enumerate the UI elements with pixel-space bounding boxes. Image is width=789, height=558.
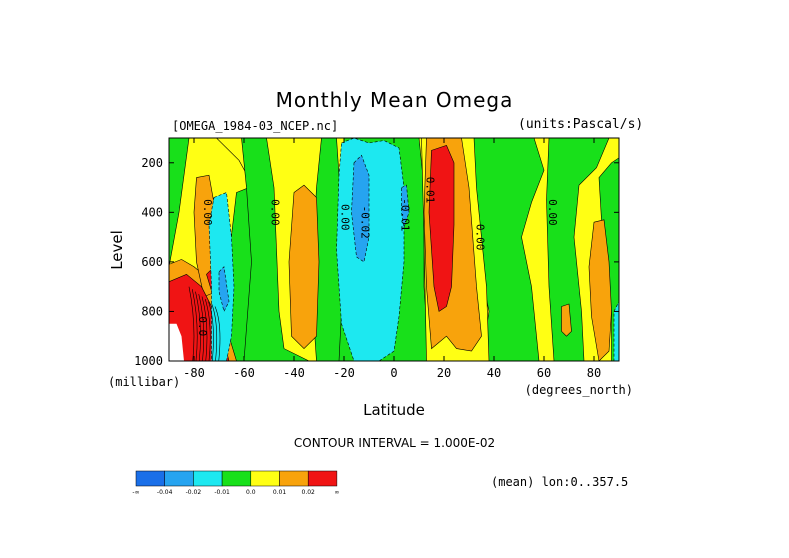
x-tick-label: 60 — [537, 366, 551, 380]
contour-value-label: 0.00 — [201, 199, 214, 226]
contour-region-orange — [588, 219, 612, 361]
contour-value-label: 0.00 — [339, 204, 352, 231]
color-legend: -∞ -0.04 -0.02 -0.01 0.0 0.01 0.02 ∞ — [132, 470, 339, 496]
y-tick-label: 200 — [141, 156, 163, 170]
x-tick-label: -20 — [333, 366, 355, 380]
x-axis: -80 -60 -40 -20 0 20 40 60 80 — [183, 138, 601, 380]
contour-line — [208, 301, 214, 361]
contour-value-label: 0.01 — [424, 177, 437, 204]
contour-labels: 0.00 0.00 0.00 -0.02 -0.01 0.01 0.00 0.00 0.0 — [196, 177, 559, 336]
legend-label: 0.01 — [273, 489, 287, 496]
x-tick-label: 20 — [437, 366, 451, 380]
legend-swatch-cyan — [193, 470, 223, 487]
contour-region-orange — [288, 184, 320, 350]
chart-title: Monthly Mean Omega — [275, 88, 514, 112]
legend-swatch-red — [307, 470, 338, 487]
legend-label: 0.0 — [246, 489, 256, 496]
legend-label: -0.04 — [157, 489, 173, 496]
contour-region-red — [428, 145, 455, 312]
contour-region-green — [169, 138, 190, 267]
contour-line — [188, 286, 195, 361]
contour-field — [169, 138, 619, 361]
contour-interval-label: CONTOUR INTERVAL = 1.000E-02 — [293, 436, 496, 450]
y-axis: 200 400 600 800 1000 — [134, 156, 619, 368]
contour-region-green — [546, 138, 610, 361]
x-tick-label: -80 — [183, 366, 205, 380]
legend-label: -0.02 — [186, 489, 202, 496]
x-tick-label: 80 — [587, 366, 601, 380]
contour-region-cyan — [336, 138, 405, 361]
contour-value-label: 0.00 — [474, 224, 487, 251]
contour-line — [214, 306, 221, 361]
legend-label: -∞ — [132, 489, 139, 496]
contour-region-lightblue — [351, 154, 370, 263]
contour-region-lightblue — [218, 266, 230, 313]
legend-swatch-orange — [279, 470, 309, 487]
contour-line — [198, 294, 205, 361]
contour-region-cyan — [613, 301, 619, 361]
legend-swatch-blue — [135, 470, 165, 487]
legend-label: -0.01 — [214, 489, 230, 496]
x-axis-units: (degrees_north) — [525, 383, 633, 397]
x-tick-label: -60 — [233, 366, 255, 380]
contour-value-label: -0.02 — [359, 206, 372, 239]
legend-label: ∞ — [334, 489, 339, 496]
contour-line — [211, 303, 218, 361]
y-tick-label: 1000 — [134, 354, 163, 368]
legend-swatch-lightblue — [164, 470, 194, 487]
contour-region-orange — [561, 303, 572, 337]
contour-line — [191, 289, 198, 361]
x-tick-label: 0 — [390, 366, 397, 380]
y-tick-label: 600 — [141, 255, 163, 269]
dataset-label: [OMEGA_1984-03_NCEP.nc] — [172, 119, 339, 133]
contour-region-green — [241, 138, 310, 361]
legend-label: 0.02 — [302, 489, 316, 496]
legend-swatch-yellow — [250, 470, 280, 487]
y-tick-label: 400 — [141, 205, 163, 219]
contour-value-label: 0.00 — [269, 199, 282, 226]
contour-region-lightblue — [401, 184, 410, 228]
legend-swatch-green — [221, 470, 252, 487]
mean-label: (mean) lon:0..357.5 — [491, 475, 629, 489]
y-tick-label: 800 — [141, 304, 163, 318]
x-axis-title: Latitude — [363, 401, 425, 419]
y-axis-units: (millibar) — [108, 375, 180, 389]
y-axis-title: Level — [108, 230, 126, 270]
units-label: (units:Pascal/s) — [518, 117, 644, 132]
x-tick-label: -40 — [283, 366, 305, 380]
contour-line — [201, 296, 208, 361]
contour-value-label: 0.0 — [196, 316, 209, 336]
contour-value-label: 0.00 — [546, 199, 559, 226]
contour-line — [195, 291, 201, 361]
missing-data-region — [169, 323, 184, 361]
contour-line — [204, 298, 211, 361]
contour-value-label: -0.01 — [399, 198, 412, 231]
x-tick-label: 40 — [487, 366, 501, 380]
